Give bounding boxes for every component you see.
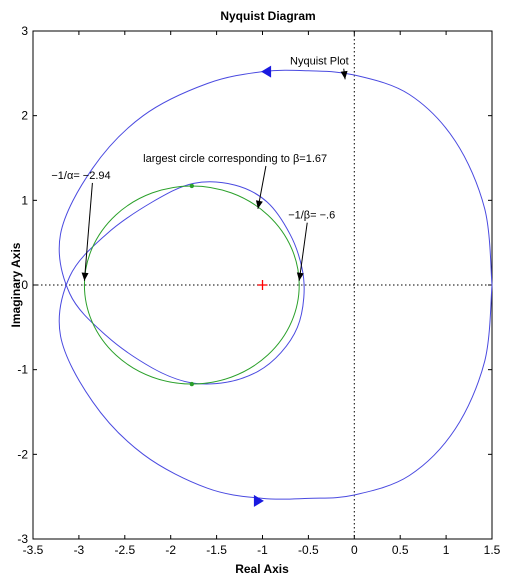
x-tick-label: -3.5: [23, 543, 44, 557]
x-tick-label: -2: [165, 543, 176, 557]
annotation-label: −1/β= −.6: [288, 210, 335, 222]
x-tick-label: -1.5: [206, 543, 227, 557]
annotation-arrowhead: [81, 272, 89, 281]
annotations: Nyquist Plot largest circle corresponding…: [51, 56, 349, 281]
x-tick-label: -0.5: [298, 543, 319, 557]
y-axis-label: Imaginary Axis: [9, 242, 23, 327]
direction-arrow: [253, 494, 264, 507]
y-tick-label: -2: [17, 447, 28, 461]
x-tick-label: -3: [74, 543, 85, 557]
series-group: [58, 65, 493, 507]
x-tick-label: 0: [351, 543, 358, 557]
x-tick-labels: -3.5 -3 -2.5 -2 -1.5 -1 -0.5 0 0.5 1 1.5: [23, 543, 501, 557]
annotation-label: Nyquist Plot: [290, 56, 349, 68]
y-tick-label: 3: [21, 24, 28, 38]
axis-ticks: [32, 30, 493, 540]
annotation-arrow-line: [298, 222, 308, 281]
y-tick-label: 2: [21, 109, 28, 123]
annotation-arrow-line: [83, 182, 93, 281]
annotation-arrowhead: [255, 200, 263, 209]
y-tick-label: 1: [21, 193, 28, 207]
critical-point: [257, 280, 268, 290]
chart-title: Nyquist Diagram: [220, 9, 315, 23]
x-tick-label: 0.5: [392, 543, 409, 557]
x-tick-label: -1: [257, 543, 268, 557]
y-tick-label: 0: [21, 278, 28, 292]
annotation-arrowhead: [296, 272, 304, 281]
y-tick-labels: 3 2 1 0 -1 -2 -3: [17, 24, 28, 546]
annotation-label: largest circle corresponding to β=1.67: [143, 153, 327, 165]
y-tick-label: -1: [17, 363, 28, 377]
x-axis-label: Real Axis: [235, 562, 289, 576]
circle-marker: [189, 183, 195, 189]
x-tick-label: 1: [443, 543, 450, 557]
x-tick-label: -2.5: [114, 543, 135, 557]
circle-marker: [189, 381, 195, 387]
x-tick-label: 1.5: [484, 543, 501, 557]
annotation-arrowhead: [340, 70, 348, 80]
y-tick-label: -3: [17, 532, 28, 546]
annotation-label: −1/α= −2.94: [51, 170, 110, 182]
direction-arrow: [261, 65, 272, 78]
